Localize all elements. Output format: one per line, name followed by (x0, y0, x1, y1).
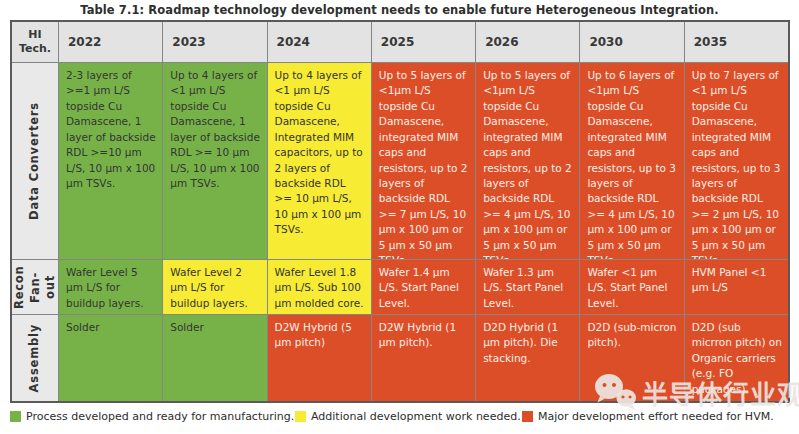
legend-swatch-red (522, 411, 533, 422)
roadmap-cell-assembly-2022: Solder (59, 315, 162, 401)
roadmap-cell-assembly-2035: D2D (sub micrron pitch) on Organic carri… (685, 315, 788, 401)
roadmap-cell-data-converters-2035: Up to 7 layers of <1 µm L/S topside Cu D… (685, 63, 788, 259)
year-header-2023: 2023 (163, 22, 266, 62)
row-label-assembly: Assembly (12, 315, 58, 401)
year-header-2026: 2026 (476, 22, 579, 62)
legend: Process developed and ready for manufact… (0, 410, 799, 432)
roadmap-cell-data-converters-2022: 2-3 layers of >=1 µm L/S topside Cu Dama… (59, 63, 162, 259)
roadmap-cell-recon-fan-out-2026: Wafer 1.3 µm L/S. Start Panel Level. (476, 260, 579, 314)
legend-swatch-yellow (295, 411, 306, 422)
roadmap-cell-recon-fan-out-2035: HVM Panel <1 µm L/S (685, 260, 788, 314)
legend-item-green: Process developed and ready for manufact… (10, 410, 294, 423)
roadmap-table: HI Tech.2022202320242025202620302035 Data… (10, 20, 790, 403)
year-header-2024: 2024 (268, 22, 371, 62)
roadmap-cell-data-converters-2023: Up to 4 layers of <1 µm L/S topside Cu D… (163, 63, 266, 259)
legend-label: Additional development work needed. (311, 410, 521, 423)
roadmap-cell-assembly-2030: D2D (sub-micron pitch). (580, 315, 683, 401)
roadmap-cell-assembly-2026: D2D Hybrid (1 µm pitch). Die stacking. (476, 315, 579, 401)
roadmap-cell-data-converters-2024: Up to 4 layers of <1 µm L/S topside Cu D… (268, 63, 371, 259)
roadmap-cell-recon-fan-out-2023: Wafer Level 2 µm L/S for buildup layers. (163, 260, 266, 314)
roadmap-cell-data-converters-2025: Up to 5 layers of <1µm L/S topside Cu Da… (372, 63, 475, 259)
roadmap-cell-assembly-2025: D2W Hybrid (1 µm pitch). (372, 315, 475, 401)
roadmap-cell-data-converters-2026: Up to 5 layers of <1µm L/S topside Cu Da… (476, 63, 579, 259)
legend-label: Process developed and ready for manufact… (26, 410, 294, 423)
corner-header-hi-tech: HI Tech. (12, 22, 58, 62)
roadmap-cell-recon-fan-out-2030: Wafer <1 µm L/S. Start Panel Level. (580, 260, 683, 314)
roadmap-cell-recon-fan-out-2022: Wafer Level 5 µm L/S for buildup layers. (59, 260, 162, 314)
roadmap-cell-assembly-2023: Solder (163, 315, 266, 401)
legend-item-yellow: Additional development work needed. (295, 410, 521, 423)
row-label-text: Assembly (27, 324, 43, 392)
year-header-2035: 2035 (685, 22, 788, 62)
row-label-data-converters: Data Converters (12, 63, 58, 259)
year-header-2025: 2025 (372, 22, 475, 62)
legend-label: Major development effort needed for HVM. (538, 410, 774, 423)
year-header-2030: 2030 (580, 22, 683, 62)
year-header-2022: 2022 (59, 22, 162, 62)
row-label-recon-fan-out: Recon Fan-out (12, 260, 58, 314)
row-label-text: Recon Fan-out (12, 260, 58, 314)
roadmap-cell-assembly-2024: D2W Hybrid (5 µm pitch) (268, 315, 371, 401)
roadmap-cell-recon-fan-out-2024: Wafer Level 1.8 µm L/S. Sub 100 µm molde… (268, 260, 371, 314)
legend-item-red: Major development effort needed for HVM. (522, 410, 774, 423)
roadmap-cell-recon-fan-out-2025: Wafer 1.4 µm L/S. Start Panel Level. (372, 260, 475, 314)
roadmap-cell-data-converters-2030: Up to 6 layers of <1µm L/S topside Cu Da… (580, 63, 683, 259)
table-caption: Table 7.1: Roadmap technology developmen… (0, 3, 799, 17)
row-label-text: Data Converters (27, 102, 43, 220)
legend-swatch-green (10, 411, 21, 422)
